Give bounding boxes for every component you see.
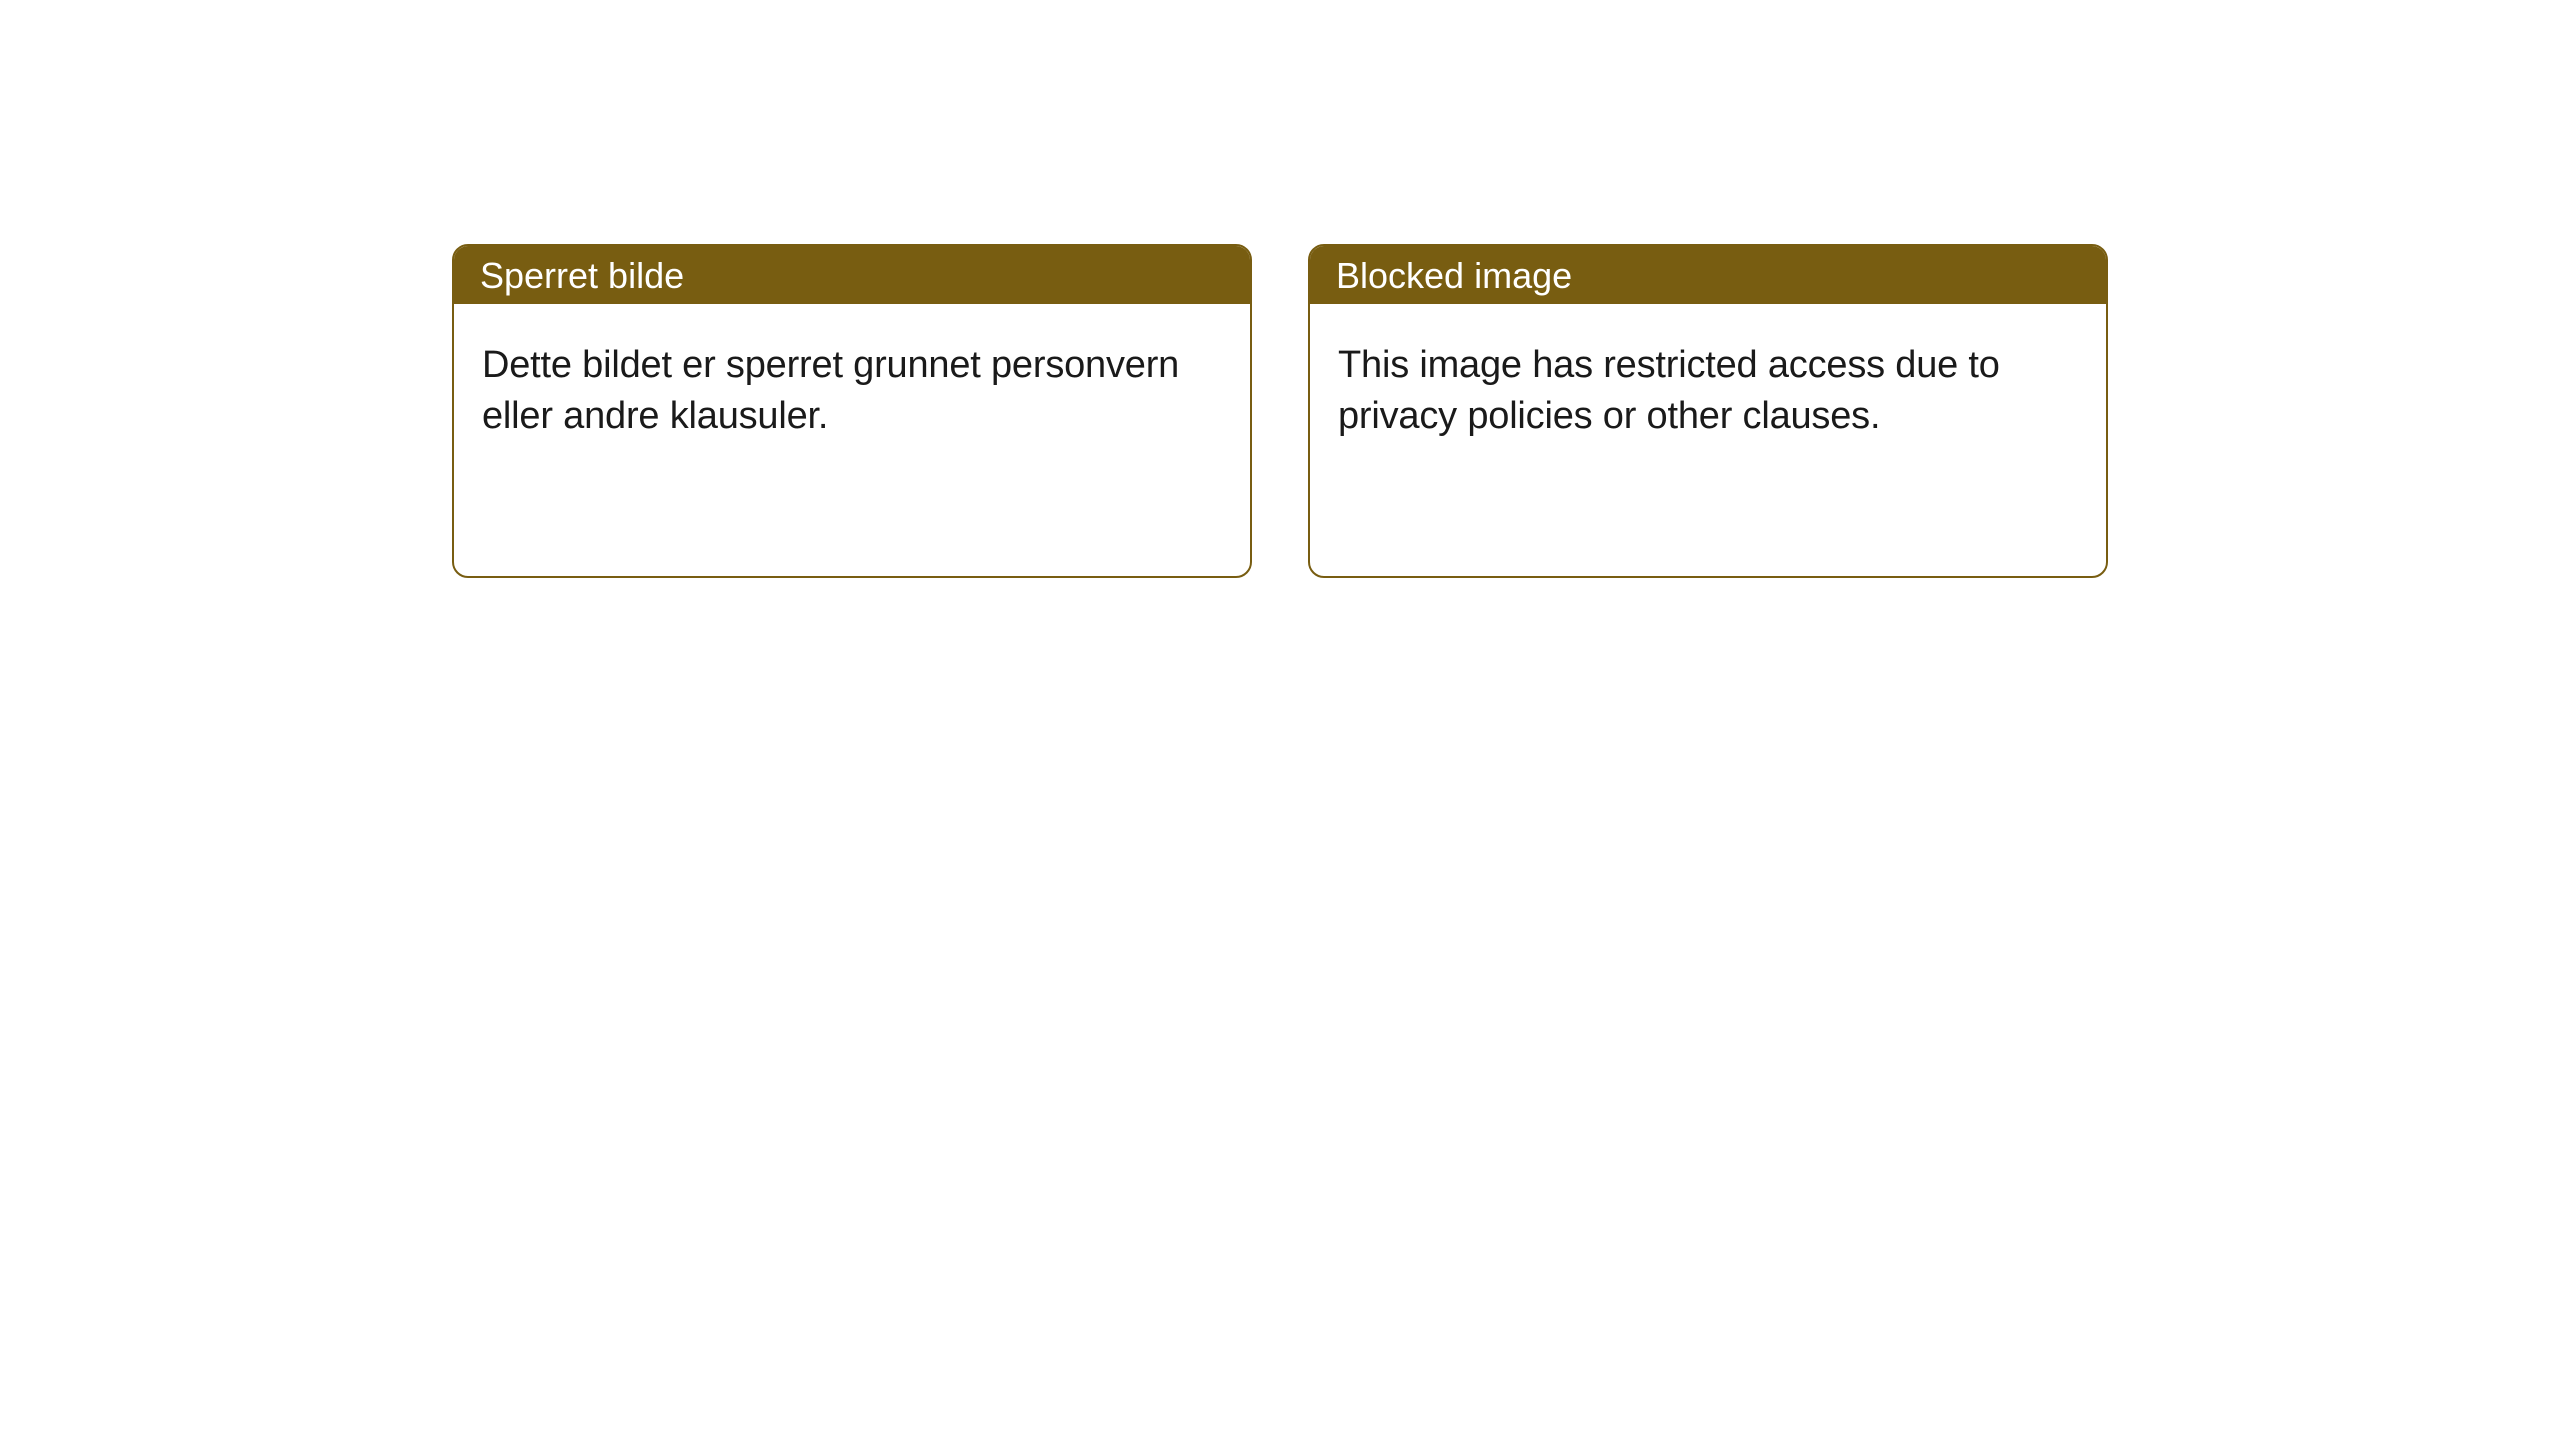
card-body: Dette bildet er sperret grunnet personve… xyxy=(454,304,1250,453)
blocked-image-card-norwegian: Sperret bilde Dette bildet er sperret gr… xyxy=(452,244,1252,578)
card-title: Blocked image xyxy=(1336,255,1572,296)
card-header: Sperret bilde xyxy=(454,246,1250,304)
card-body-text: Dette bildet er sperret grunnet personve… xyxy=(482,344,1179,437)
card-body-text: This image has restricted access due to … xyxy=(1338,344,2000,437)
card-header: Blocked image xyxy=(1310,246,2106,304)
blocked-image-notice-group: Sperret bilde Dette bildet er sperret gr… xyxy=(452,244,2108,578)
card-title: Sperret bilde xyxy=(480,255,684,296)
blocked-image-card-english: Blocked image This image has restricted … xyxy=(1308,244,2108,578)
card-body: This image has restricted access due to … xyxy=(1310,304,2106,453)
